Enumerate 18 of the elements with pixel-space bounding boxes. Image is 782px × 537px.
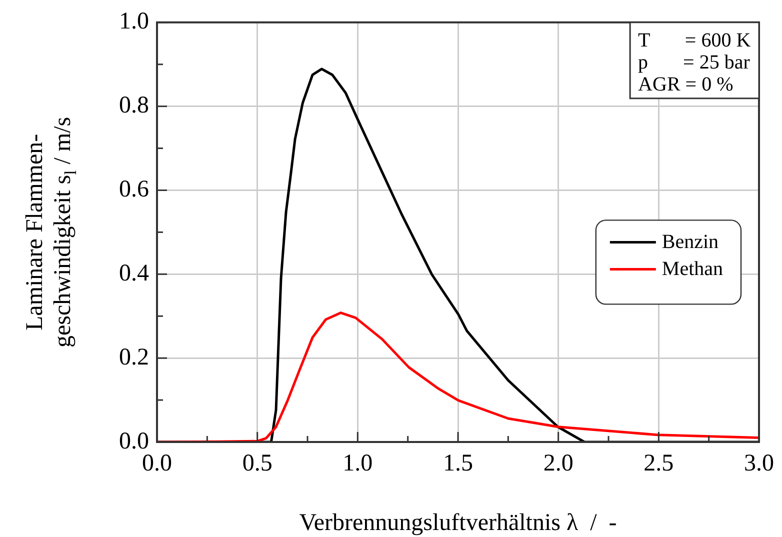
x-tick-label: 2.5 <box>644 450 674 477</box>
legend-label: Benzin <box>662 231 719 254</box>
y-tick-label: 0.6 <box>119 176 149 203</box>
annotation: AGR = 0 % <box>638 73 734 96</box>
y-axis-title: Laminare Flammen- geschwindigkeit sl / m/s <box>22 116 80 348</box>
annotation: T = 600 K <box>638 29 752 52</box>
legend-label: Methan <box>662 258 723 280</box>
y-tick-label: 1.0 <box>119 8 149 35</box>
y-tick-label: 0.4 <box>119 260 149 286</box>
x-tick-label: 3.0 <box>744 450 774 477</box>
x-tick-label: 2.0 <box>543 450 574 477</box>
x-tick-label: 1.0 <box>342 450 373 477</box>
x-tick-label: 0.5 <box>242 450 272 477</box>
y-tick-label: 0.2 <box>119 344 149 370</box>
x-tick-label: 1.5 <box>443 450 473 477</box>
y-tick-label: 0.8 <box>119 92 149 119</box>
x-axis-title: Verbrennungsluftverhältnis λ / - <box>299 510 617 536</box>
annotation: p = 25 bar <box>638 51 750 74</box>
